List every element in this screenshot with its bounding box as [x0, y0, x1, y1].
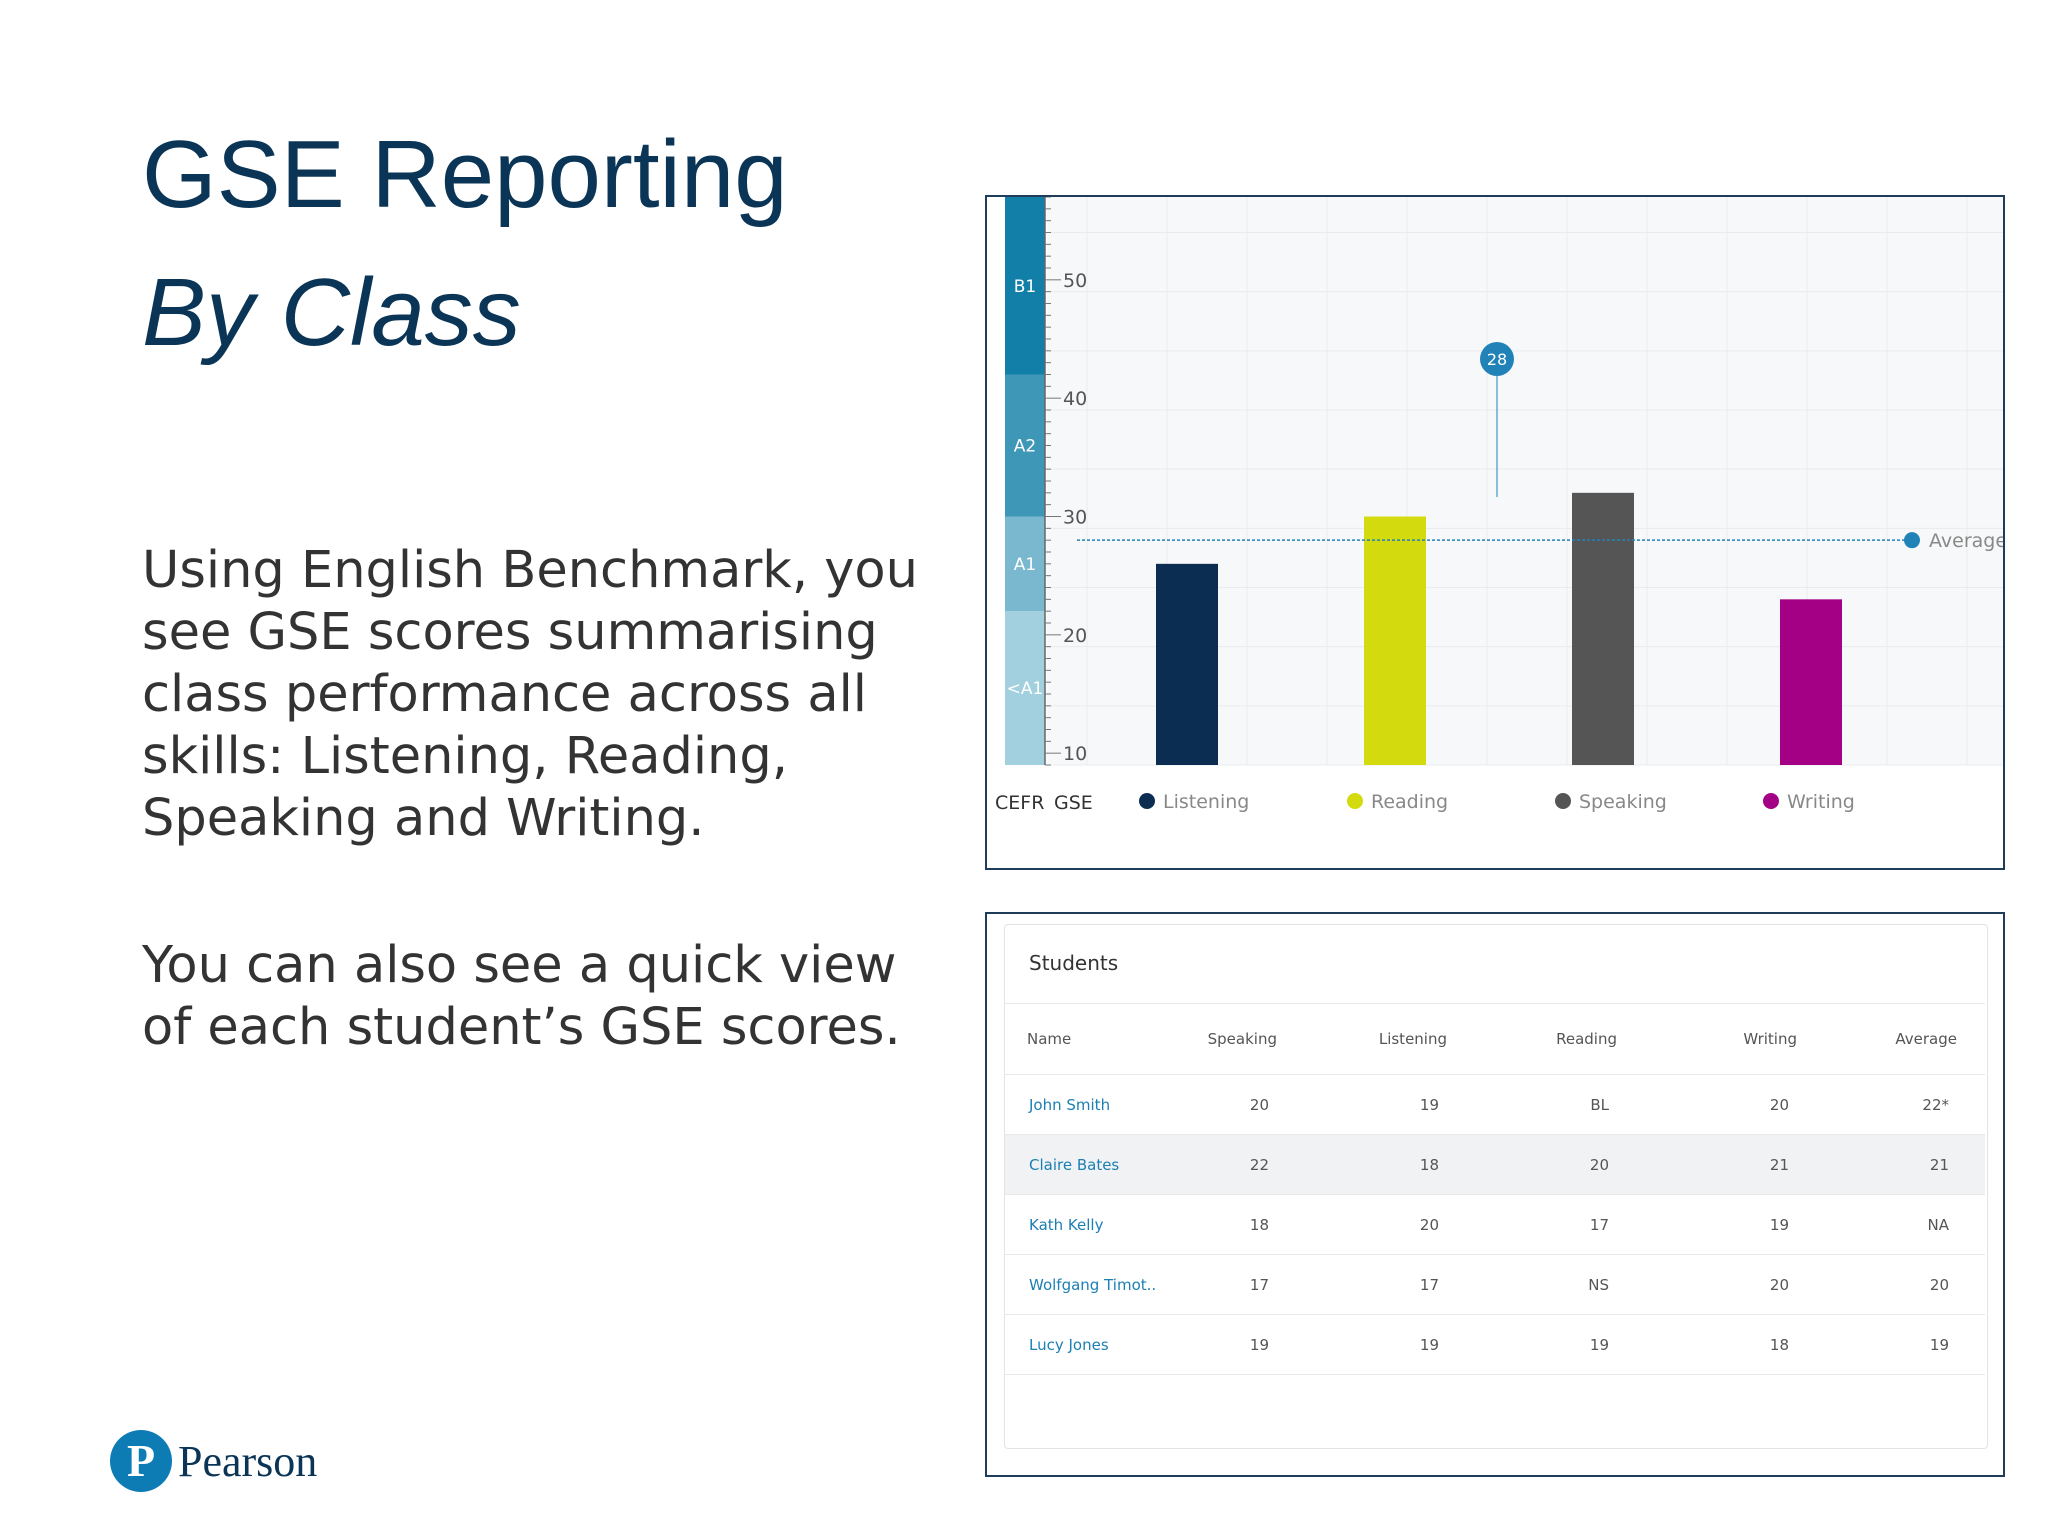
listening-score: 19 — [1305, 1074, 1475, 1135]
table-row: John Smith 20 19 BL 20 22* — [1005, 1074, 1985, 1135]
column-header-reading[interactable]: Reading — [1475, 1003, 1645, 1075]
reading-score: NS — [1475, 1254, 1645, 1315]
writing-score: 21 — [1645, 1134, 1825, 1195]
speaking-score: 20 — [1155, 1074, 1305, 1135]
average-pin — [1480, 342, 1514, 376]
average-score: 20 — [1825, 1254, 1985, 1315]
speaking-score: 19 — [1155, 1314, 1305, 1375]
table-header-row: Name Speaking Listening Reading Writing … — [1005, 1003, 1985, 1075]
y-tick-label: 50 — [1063, 270, 1087, 292]
reading-score: BL — [1475, 1074, 1645, 1135]
legend-label-reading: Reading — [1371, 791, 1448, 813]
bar-writing — [1780, 599, 1842, 765]
speaking-score: 22 — [1155, 1134, 1305, 1195]
bar-listening — [1156, 563, 1218, 765]
legend-marker-writing — [1763, 793, 1779, 809]
legend-label-speaking: Speaking — [1579, 791, 1667, 813]
column-header-listening[interactable]: Listening — [1305, 1003, 1475, 1075]
cefr-band — [1005, 197, 1045, 375]
legend-marker-speaking — [1555, 793, 1571, 809]
legend-label-listening: Listening — [1163, 791, 1249, 813]
table-row: Lucy Jones 19 19 19 18 19 — [1005, 1314, 1985, 1375]
y-tick-label: 40 — [1063, 388, 1087, 410]
writing-score: 18 — [1645, 1314, 1825, 1375]
bar-reading — [1364, 516, 1426, 765]
column-header-average[interactable]: Average — [1825, 1003, 1985, 1075]
cefr-band — [1005, 611, 1045, 765]
student-name-link[interactable]: Wolfgang Timot... — [1005, 1254, 1155, 1315]
average-score: 21 — [1825, 1134, 1985, 1195]
cefr-band-label: B1 — [1014, 277, 1036, 297]
legend-marker-listening — [1139, 793, 1155, 809]
y-tick-label: 10 — [1063, 743, 1087, 765]
writing-score: 20 — [1645, 1254, 1825, 1315]
average-score: 22* — [1825, 1074, 1985, 1135]
reading-score: 20 — [1475, 1134, 1645, 1195]
reading-score: 17 — [1475, 1194, 1645, 1255]
speaking-score: 18 — [1155, 1194, 1305, 1255]
student-name-link[interactable]: Claire Bates — [1005, 1134, 1155, 1195]
listening-score: 18 — [1305, 1134, 1475, 1195]
listening-score: 20 — [1305, 1194, 1475, 1255]
slide-title: GSE Reporting — [142, 121, 788, 228]
students-panel: Students Name Speaking Listening Reading… — [985, 912, 2005, 1477]
writing-score: 19 — [1645, 1194, 1825, 1255]
average-score: NA — [1825, 1194, 1985, 1255]
cefr-band-label: A2 — [1014, 437, 1036, 457]
gse-axis-label: GSE — [1054, 792, 1093, 814]
students-card: Students Name Speaking Listening Reading… — [1004, 924, 1988, 1449]
y-tick-label: 20 — [1063, 625, 1087, 647]
cefr-band-label: <A1 — [1007, 679, 1044, 699]
intro-paragraph: Using English Benchmark, you see GSE sco… — [142, 541, 918, 848]
students-card-title: Students — [1029, 951, 1119, 975]
student-name-link[interactable]: Lucy Jones — [1005, 1314, 1155, 1375]
pearson-logo-icon: P — [110, 1430, 172, 1492]
average-label: Average — [1929, 530, 2003, 552]
student-name-link[interactable]: Kath Kelly — [1005, 1194, 1155, 1255]
students-table: Name Speaking Listening Reading Writing … — [1005, 1003, 1985, 1375]
cefr-band — [1005, 516, 1045, 612]
pearson-logo-text: Pearson — [178, 1437, 318, 1486]
average-pin-label: 28 — [1487, 350, 1507, 369]
legend-marker-reading — [1347, 793, 1363, 809]
column-header-name[interactable]: Name — [1005, 1003, 1155, 1075]
average-score: 19 — [1825, 1314, 1985, 1375]
speaking-score: 17 — [1155, 1254, 1305, 1315]
legend-label-writing: Writing — [1787, 791, 1855, 813]
cefr-band-label: A1 — [1014, 555, 1036, 575]
cefr-band — [1005, 374, 1045, 517]
y-tick-label: 30 — [1063, 507, 1087, 529]
listening-score: 17 — [1305, 1254, 1475, 1315]
table-row: Wolfgang Timot... 17 17 NS 20 20 — [1005, 1254, 1985, 1315]
column-header-speaking[interactable]: Speaking — [1155, 1003, 1305, 1075]
class-gse-chart: <A1 A1 A2 B1 10 20 30 40 50 Average 28 CEFR GSE Liste… — [985, 195, 2005, 870]
writing-score: 20 — [1645, 1074, 1825, 1135]
student-name-link[interactable]: John Smith — [1005, 1074, 1155, 1135]
listening-score: 19 — [1305, 1314, 1475, 1375]
table-row: Kath Kelly 18 20 17 19 NA — [1005, 1194, 1985, 1255]
reading-score: 19 — [1475, 1314, 1645, 1375]
average-dot — [1904, 532, 1920, 549]
student-view-paragraph: You can also see a quick view of each st… — [142, 936, 901, 1057]
slide-subtitle: By Class — [142, 259, 521, 366]
table-row: Claire Bates 22 18 20 21 21 — [1005, 1134, 1985, 1195]
pearson-logo: P Pearson — [110, 1430, 430, 1500]
chart-canvas: <A1 A1 A2 B1 10 20 30 40 50 Average 28 CEFR GSE Liste… — [995, 197, 2003, 814]
cefr-axis-label: CEFR — [995, 792, 1044, 814]
column-header-writing[interactable]: Writing — [1645, 1003, 1825, 1075]
bar-speaking — [1572, 492, 1634, 765]
